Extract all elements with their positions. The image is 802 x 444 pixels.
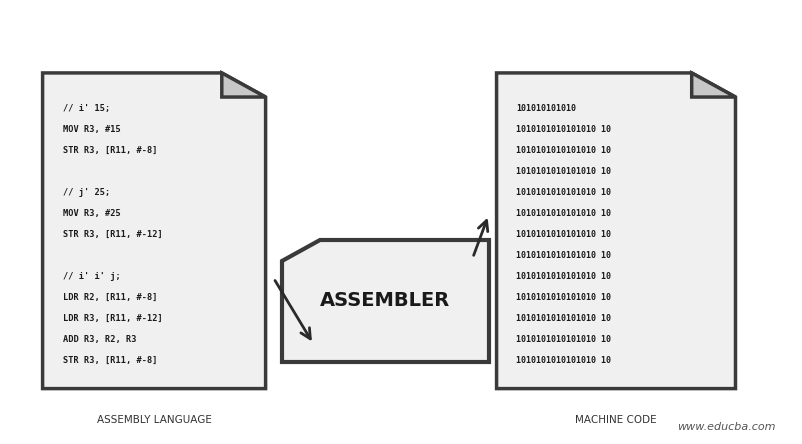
Text: MOV R3, #15: MOV R3, #15 — [63, 125, 120, 134]
Text: ASSEMBLER: ASSEMBLER — [320, 291, 450, 310]
Text: STR R3, [R11, #-8]: STR R3, [R11, #-8] — [63, 146, 157, 155]
Text: 1010101010101010 10: 1010101010101010 10 — [516, 125, 611, 134]
FancyArrowPatch shape — [474, 221, 488, 255]
FancyArrowPatch shape — [275, 281, 310, 339]
Text: 1010101010101010 10: 1010101010101010 10 — [516, 167, 611, 176]
Polygon shape — [222, 73, 265, 97]
Text: MOV R3, #25: MOV R3, #25 — [63, 209, 120, 218]
Text: MACHINE CODE: MACHINE CODE — [575, 415, 657, 425]
Polygon shape — [691, 73, 735, 97]
Text: STR R3, [R11, #-12]: STR R3, [R11, #-12] — [63, 230, 162, 239]
Text: STR R3, [R11, #-8]: STR R3, [R11, #-8] — [63, 356, 157, 365]
Text: LDR R3, [R11, #-12]: LDR R3, [R11, #-12] — [63, 314, 162, 323]
Text: ADD R3, R2, R3: ADD R3, R2, R3 — [63, 335, 136, 344]
Text: 1010101010101010 10: 1010101010101010 10 — [516, 356, 611, 365]
Text: // i' 15;: // i' 15; — [63, 103, 110, 113]
Text: // j' 25;: // j' 25; — [63, 188, 110, 197]
Text: 1010101010101010 10: 1010101010101010 10 — [516, 188, 611, 197]
Polygon shape — [282, 239, 488, 362]
Text: ASSEMBLY LANGUAGE: ASSEMBLY LANGUAGE — [97, 415, 212, 425]
Polygon shape — [43, 73, 265, 388]
Text: 1010101010101010 10: 1010101010101010 10 — [516, 230, 611, 239]
Text: 1010101010101010 10: 1010101010101010 10 — [516, 314, 611, 323]
Text: 1010101010101010 10: 1010101010101010 10 — [516, 209, 611, 218]
Text: 1010101010101010 10: 1010101010101010 10 — [516, 251, 611, 260]
Text: 1010101010101010 10: 1010101010101010 10 — [516, 335, 611, 344]
Text: 1010101010101010 10: 1010101010101010 10 — [516, 146, 611, 155]
Text: 1010101010101010 10: 1010101010101010 10 — [516, 293, 611, 302]
Text: LDR R2, [R11, #-8]: LDR R2, [R11, #-8] — [63, 293, 157, 302]
Text: // i' i' j;: // i' i' j; — [63, 272, 120, 281]
Text: 1010101010101010 10: 1010101010101010 10 — [516, 272, 611, 281]
Text: www.educba.com: www.educba.com — [677, 422, 776, 432]
Text: 101010101010: 101010101010 — [516, 103, 577, 113]
Polygon shape — [496, 73, 735, 388]
